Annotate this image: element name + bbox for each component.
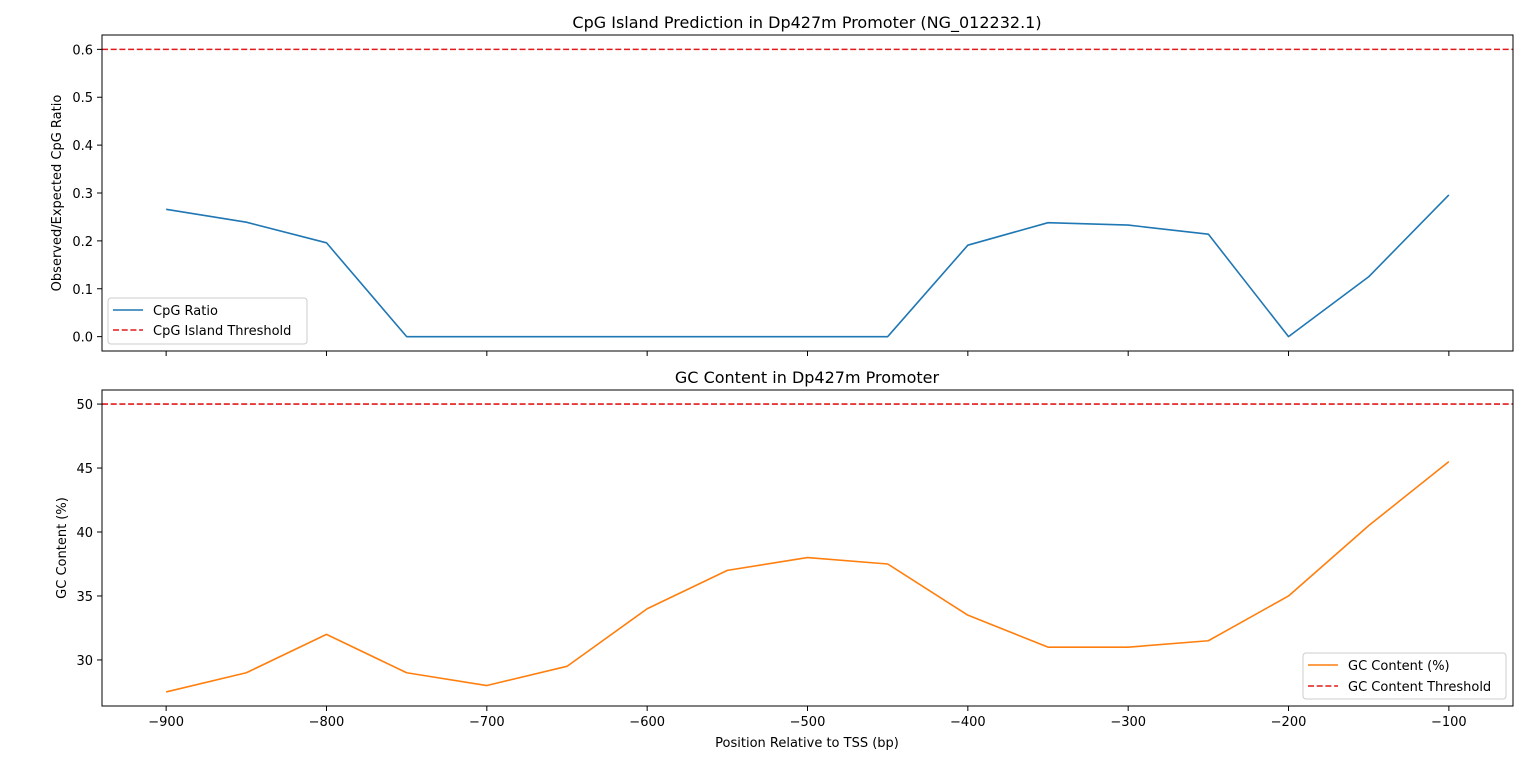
gc-y-tick-label: 50 <box>76 398 93 413</box>
gc-axis-ticks: −900 −800 −700 −600 −500 −400 −300 −200 −100 30 35… <box>76 398 1466 730</box>
cpg-series-line <box>166 194 1450 338</box>
gc-chart-title: GC Content in Dp427m Promoter <box>675 368 940 387</box>
gc-y-tick-label: 30 <box>76 654 93 669</box>
cpg-series-layer <box>166 194 1450 338</box>
gc-x-tick-label: −500 <box>790 715 826 730</box>
cpg-legend: CpG Ratio CpG Island Threshold <box>107 297 308 345</box>
gc-x-tick-label: −300 <box>1110 715 1146 730</box>
gc-legend: GC Content (%) GC Content Threshold <box>1302 652 1507 700</box>
gc-series-line <box>165 461 1450 693</box>
cpg-y-tick-label: 0.6 <box>72 43 93 58</box>
cpg-y-tick-label: 0.2 <box>72 235 93 250</box>
gc-x-axis-label: Position Relative to TSS (bp) <box>715 736 899 751</box>
gc-legend-box <box>1302 652 1507 700</box>
gc-series-layer <box>165 461 1450 693</box>
cpg-chart-title: CpG Island Prediction in Dp427m Promoter… <box>572 13 1041 33</box>
gc-y-tick-label: 40 <box>76 526 93 541</box>
gc-x-tick-label: −100 <box>1431 715 1467 730</box>
gc-x-tick-label: −400 <box>950 715 986 730</box>
cpg-y-tick-label: 0.3 <box>72 187 93 202</box>
cpg-y-tick-label: 0.0 <box>72 331 93 346</box>
gc-x-tick-label: −800 <box>309 715 345 730</box>
gc-content-panel: GC Content in Dp427m Promoter GC Content… <box>55 368 1514 751</box>
cpg-y-tick-label: 0.5 <box>72 91 93 106</box>
cpg-y-tick-label: 0.1 <box>72 283 93 298</box>
gc-x-tick-label: −200 <box>1271 715 1307 730</box>
cpg-plot-frame <box>101 34 1514 352</box>
cpg-legend-box <box>107 297 308 345</box>
gc-y-tick-label: 45 <box>76 462 93 477</box>
gc-x-tick-label: −600 <box>629 715 665 730</box>
gc-y-tick-label: 35 <box>76 590 93 605</box>
gc-legend-label-series: GC Content (%) <box>1348 659 1450 674</box>
gc-y-axis-label: GC Content (%) <box>55 497 70 599</box>
cpg-y-axis-label: Observed/Expected CpG Ratio <box>50 95 65 292</box>
gc-x-tick-label: −700 <box>469 715 505 730</box>
gc-legend-label-threshold: GC Content Threshold <box>1348 680 1491 695</box>
cpg-legend-label-series: CpG Ratio <box>153 304 218 319</box>
gc-x-tick-label: −900 <box>148 715 184 730</box>
gc-plot-frame <box>101 389 1514 707</box>
cpg-axis-ticks: 0.0 0.1 0.2 0.3 0.4 0.5 0.6 <box>72 43 1450 356</box>
cpg-y-tick-label: 0.4 <box>72 139 93 154</box>
cpg-ratio-panel: CpG Island Prediction in Dp427m Promoter… <box>50 13 1514 356</box>
cpg-legend-label-threshold: CpG Island Threshold <box>153 324 291 339</box>
